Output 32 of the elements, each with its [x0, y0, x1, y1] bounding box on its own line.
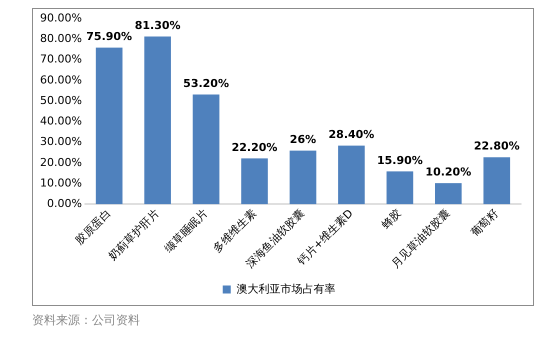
x-tick-label: 蜂胶 — [379, 206, 404, 232]
y-tick-label: 70.00% — [40, 52, 82, 66]
data-label: 26% — [290, 132, 316, 146]
bar — [290, 150, 316, 204]
y-tick-label: 20.00% — [40, 156, 82, 169]
bar — [144, 36, 171, 204]
bar — [386, 171, 414, 204]
bar — [96, 48, 122, 204]
bar — [338, 146, 365, 204]
text: 资料来源：公司资料 — [32, 312, 141, 329]
bar — [192, 94, 220, 204]
bar — [241, 158, 268, 204]
data-label: 28.40% — [328, 128, 374, 142]
bar — [435, 183, 462, 204]
x-tick-label: 缬草睡眠片 — [162, 206, 210, 255]
y-tick-label: 80.00% — [40, 32, 82, 46]
y-tick-label: 10.00% — [40, 176, 82, 190]
y-tick-label: 30.00% — [40, 135, 82, 148]
data-label: 53.20% — [183, 76, 229, 90]
bar — [483, 157, 510, 204]
legend-label: 澳大利亚市场占有率 — [236, 282, 336, 296]
data-label: 15.90% — [376, 154, 423, 167]
y-tick-label: 60.00% — [40, 73, 82, 86]
data-label: 75.90% — [86, 30, 132, 44]
y-tick-label: 50.00% — [40, 94, 82, 107]
data-label: 22.20% — [232, 140, 278, 154]
y-tick-label: 40.00% — [40, 114, 82, 128]
data-label: 81.30% — [134, 18, 181, 32]
x-tick-label: 葡萄籽 — [468, 206, 501, 240]
data-label: 10.20% — [425, 166, 472, 179]
data-label: 22.80% — [474, 140, 520, 153]
y-tick-label: 90.00% — [40, 11, 82, 24]
